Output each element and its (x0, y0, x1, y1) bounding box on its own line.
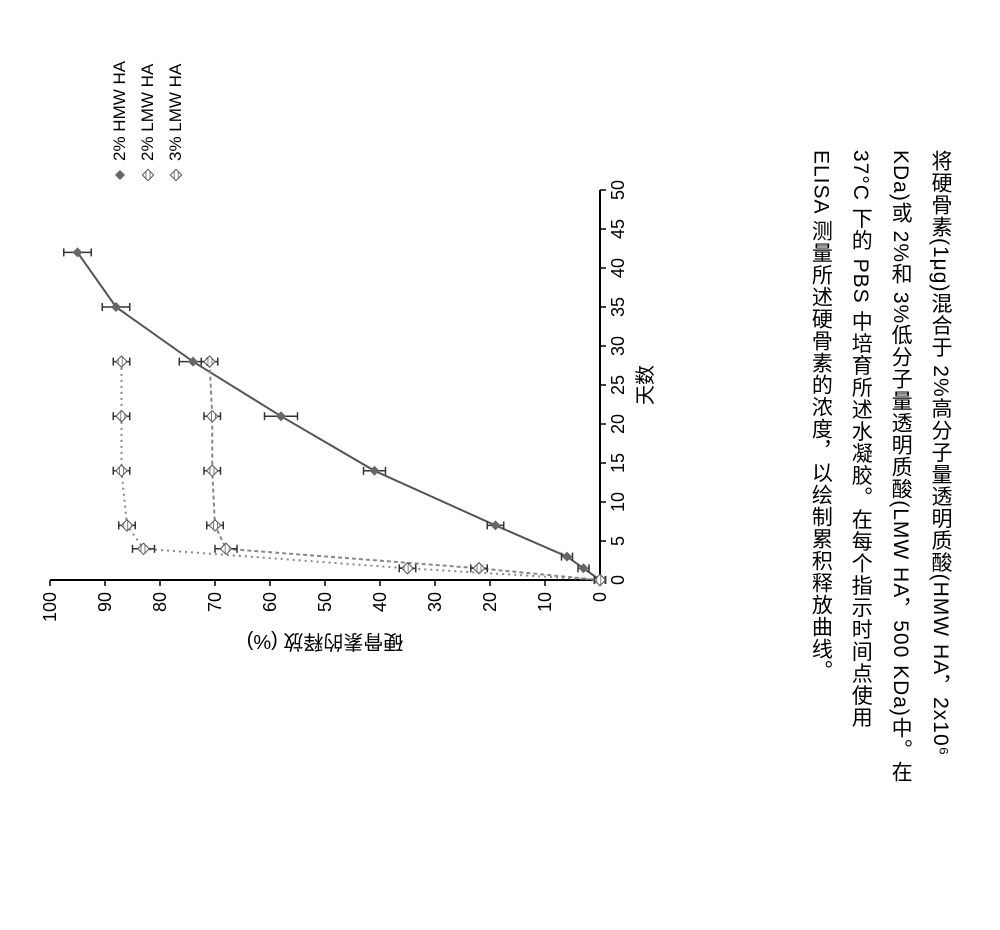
figure-caption: 将硬骨素(1μg)混合于 2%高分子量透明质酸(HMW HA，2x10⁶ KDa… (720, 150, 960, 790)
svg-text:50: 50 (315, 592, 335, 612)
svg-text:60: 60 (260, 592, 280, 612)
svg-text:35: 35 (608, 297, 628, 317)
svg-text:硬骨素的释放 (%): 硬骨素的释放 (%) (247, 630, 404, 653)
svg-text:10: 10 (608, 492, 628, 512)
svg-text:50: 50 (608, 180, 628, 200)
svg-text:30: 30 (608, 336, 628, 356)
svg-text:80: 80 (150, 592, 170, 612)
svg-text:3% LMW HA: 3% LMW HA (166, 63, 185, 161)
svg-text:5: 5 (608, 536, 628, 546)
svg-text:30: 30 (425, 592, 445, 612)
svg-text:20: 20 (608, 414, 628, 434)
svg-text:40: 40 (370, 592, 390, 612)
svg-text:70: 70 (205, 592, 225, 612)
svg-text:20: 20 (480, 592, 500, 612)
svg-text:0: 0 (590, 592, 610, 602)
svg-text:2% HMW HA: 2% HMW HA (110, 60, 129, 161)
svg-text:天数: 天数 (634, 365, 657, 405)
caption-text: 将硬骨素(1μg)混合于 2%高分子量透明质酸(HMW HA，2x10⁶ KDa… (809, 150, 952, 783)
svg-text:45: 45 (608, 219, 628, 239)
svg-text:10: 10 (535, 592, 555, 612)
chart-svg: 0 5 10 15 20 25 30 35 40 45 50 天数 0 10 20 30 40 50 60 70 80 9… (30, 20, 670, 660)
svg-text:0: 0 (608, 575, 628, 585)
svg-text:100: 100 (40, 592, 60, 622)
svg-text:2% LMW HA: 2% LMW HA (138, 63, 157, 161)
svg-text:40: 40 (608, 258, 628, 278)
release-chart: 0 5 10 15 20 25 30 35 40 45 50 天数 0 10 20 30 40 50 60 70 80 9… (30, 20, 670, 660)
svg-text:25: 25 (608, 375, 628, 395)
svg-text:15: 15 (608, 453, 628, 473)
svg-text:90: 90 (95, 592, 115, 612)
